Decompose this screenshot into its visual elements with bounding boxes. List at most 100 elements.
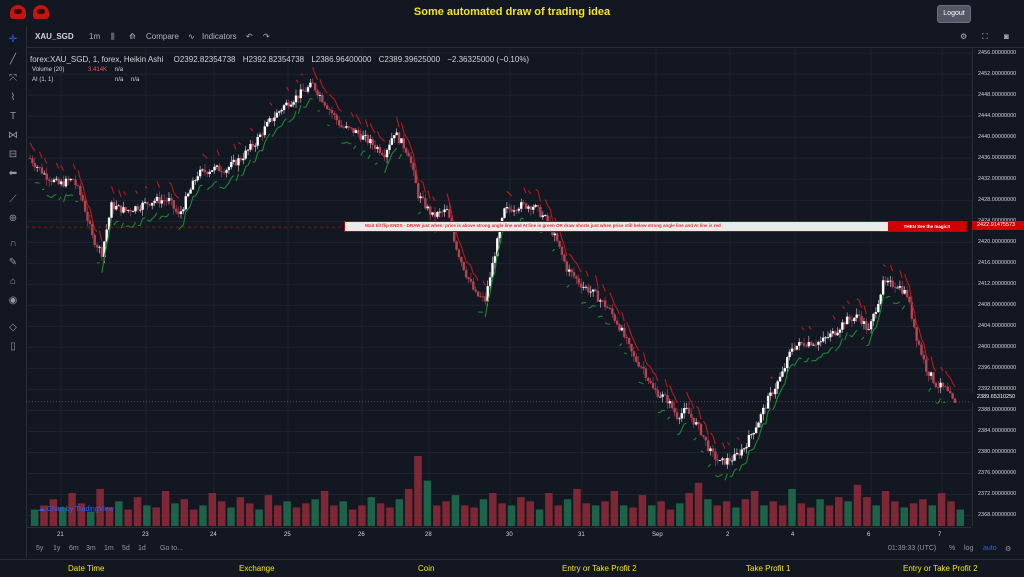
candle-body bbox=[800, 342, 802, 343]
candle-body bbox=[261, 135, 263, 136]
range-1m[interactable]: 1m bbox=[104, 545, 114, 552]
pattern-icon[interactable]: ⌇ bbox=[6, 92, 20, 104]
magnet-icon[interactable]: ∩ bbox=[6, 238, 20, 250]
ai-line-segment bbox=[308, 99, 310, 103]
candle-body bbox=[592, 289, 594, 291]
log-toggle[interactable]: log bbox=[964, 545, 973, 552]
volume-label[interactable]: Volume (20) bbox=[32, 67, 64, 73]
ai-line-segment bbox=[90, 208, 92, 219]
candle-body bbox=[776, 381, 778, 388]
ai-line-segment bbox=[49, 197, 51, 198]
text-icon[interactable]: T bbox=[6, 111, 20, 123]
legend-symbol[interactable]: forex:XAU_SGD, 1, forex, Heikin Ashi bbox=[30, 55, 163, 64]
ai-line-segment bbox=[720, 474, 722, 476]
ai-line-segment bbox=[840, 338, 842, 345]
price-tick-label: 2404.00000000 bbox=[978, 323, 1016, 329]
range-1y[interactable]: 1y bbox=[53, 545, 60, 552]
zoom-icon[interactable]: ⊕ bbox=[6, 213, 20, 225]
candle-body bbox=[158, 197, 160, 204]
volume-bar bbox=[396, 499, 403, 526]
candle-body bbox=[197, 176, 199, 180]
volume-bar bbox=[405, 489, 412, 526]
indicators-button[interactable]: Indicators bbox=[202, 32, 237, 41]
candle-body bbox=[741, 449, 743, 455]
ai-line-segment bbox=[890, 265, 892, 271]
candle-body bbox=[290, 105, 292, 107]
candle-body bbox=[302, 89, 304, 91]
back-arrow-icon[interactable]: ⬅ bbox=[6, 168, 20, 180]
tradingview-watermark[interactable]: ☁ Chart by TradingView bbox=[38, 505, 114, 513]
candle-body bbox=[120, 205, 122, 212]
candle-body bbox=[429, 207, 431, 215]
ruler-icon[interactable]: ⟋ bbox=[6, 194, 20, 206]
range-1d[interactable]: 1d bbox=[138, 545, 146, 552]
candle-body bbox=[216, 165, 218, 166]
ai-line-segment bbox=[30, 143, 32, 148]
chart-pane[interactable] bbox=[26, 48, 971, 526]
ai-line-segment bbox=[183, 212, 185, 225]
candle-body bbox=[695, 422, 697, 424]
redo-icon[interactable]: ↷ bbox=[263, 32, 270, 41]
symbol-search[interactable]: XAU_SGD bbox=[35, 32, 74, 41]
settings-icon[interactable]: ⚙ bbox=[960, 32, 967, 41]
lock-icon[interactable]: ⌂ bbox=[6, 276, 20, 288]
ai-line-segment bbox=[171, 184, 173, 193]
fullscreen-icon[interactable]: ⛶ bbox=[982, 32, 988, 42]
ai-line-segment bbox=[289, 120, 291, 122]
ai-line-segment bbox=[83, 185, 85, 196]
time-tick-label: 2 bbox=[726, 532, 729, 538]
candle-body bbox=[273, 118, 275, 121]
compare-button[interactable]: Compare bbox=[146, 32, 179, 41]
axis-settings-icon[interactable]: ⚙ bbox=[1005, 545, 1011, 553]
trash-icon[interactable]: ▯ bbox=[6, 341, 20, 353]
range-3m[interactable]: 3m bbox=[86, 545, 96, 552]
indicators-icon[interactable]: ∿ bbox=[188, 32, 195, 41]
ai-line-segment bbox=[377, 131, 379, 137]
ai-line-segment bbox=[665, 379, 667, 387]
compare-icon[interactable]: ⟰ bbox=[129, 32, 136, 41]
ai-line-segment bbox=[167, 214, 169, 217]
goto-button[interactable]: Go to... bbox=[160, 545, 183, 552]
ai-line-segment bbox=[210, 186, 212, 188]
volume-bar bbox=[545, 493, 552, 526]
volume-bar bbox=[470, 507, 477, 526]
chart-style-icon[interactable]: ⫼ bbox=[111, 32, 115, 42]
candle-body bbox=[177, 212, 179, 214]
ai-label[interactable]: AI (1, 1) bbox=[32, 77, 53, 83]
camera-icon[interactable]: ◙ bbox=[1004, 32, 1009, 41]
undo-icon[interactable]: ↶ bbox=[246, 32, 253, 41]
candle-body bbox=[767, 396, 769, 409]
layers-icon[interactable]: ◇ bbox=[6, 322, 20, 334]
candle-body bbox=[808, 342, 810, 346]
measure-icon[interactable]: ⊟ bbox=[6, 149, 20, 161]
fib-icon[interactable]: ⤧ bbox=[6, 73, 20, 85]
eye-icon[interactable]: ◉ bbox=[6, 295, 20, 307]
legend-low: L2386.96400000 bbox=[311, 55, 371, 64]
ai-line-segment bbox=[802, 327, 804, 330]
trendline-icon[interactable]: ╱ bbox=[6, 54, 20, 66]
ai-line-segment bbox=[157, 181, 159, 188]
candle-body bbox=[348, 126, 350, 127]
percent-toggle[interactable]: % bbox=[949, 545, 955, 552]
range-5y[interactable]: 5y bbox=[36, 545, 43, 552]
auto-toggle[interactable]: auto bbox=[983, 545, 997, 552]
ai-line-segment bbox=[735, 469, 737, 470]
ai-line-segment bbox=[751, 449, 753, 450]
candle-body bbox=[218, 165, 220, 171]
candle-body bbox=[805, 346, 807, 347]
range-6m[interactable]: 6m bbox=[69, 545, 79, 552]
lock-drawing-icon[interactable]: ✎ bbox=[6, 257, 20, 269]
ai-line-segment bbox=[845, 332, 847, 340]
candle-body bbox=[146, 202, 148, 204]
ai-line-segment bbox=[723, 443, 725, 449]
range-5d[interactable]: 5d bbox=[122, 545, 130, 552]
prediction-icon[interactable]: ⋈ bbox=[6, 130, 20, 142]
time-tick-label: 7 bbox=[938, 532, 941, 538]
logout-button[interactable]: Logout bbox=[937, 5, 971, 23]
candle-body bbox=[206, 172, 208, 174]
interval-selector[interactable]: 1m bbox=[89, 32, 100, 41]
crosshair-icon[interactable]: ✛ bbox=[6, 34, 20, 46]
candle-body bbox=[733, 454, 735, 460]
